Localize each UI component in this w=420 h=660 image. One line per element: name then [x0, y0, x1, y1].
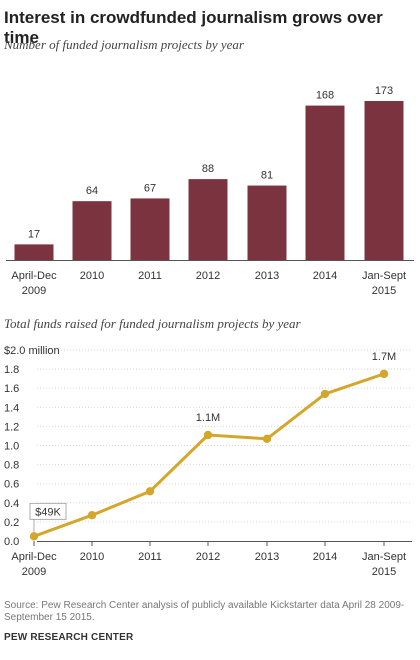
y-tick-label: 0.4: [4, 498, 19, 510]
bar-category-label: April-Dec: [11, 270, 57, 282]
line-annotation: 1.7M: [372, 351, 396, 363]
data-point: [262, 434, 272, 444]
bar-category-label: 2012: [196, 270, 220, 282]
bar: [188, 179, 228, 260]
bar-chart: 17 April-Dec 2009 64 2010 67 2011 88 2012 81 2013 1…: [6, 85, 414, 297]
bar-data-label: 173: [375, 85, 393, 97]
bar-category-label: 2013: [255, 270, 279, 282]
x-category-label: April-Dec: [11, 551, 57, 563]
bar: [14, 244, 54, 260]
y-tick-label: $2.0 million: [4, 345, 60, 357]
bar: [130, 198, 170, 260]
annotation-box: [29, 502, 67, 520]
y-tick-label: 1.6: [4, 383, 19, 395]
y-tick-label: 0.2: [4, 517, 19, 529]
line-annotation: $49K: [35, 506, 61, 518]
data-point: [145, 487, 155, 496]
chart-title: Interest in crowdfunded journalism grows…: [4, 8, 383, 47]
bar-data-label: 81: [261, 170, 273, 182]
x-category-label: 2009: [22, 566, 46, 578]
x-category-label: 2014: [313, 551, 337, 563]
line-annotation: 1.1M: [196, 412, 220, 424]
bar-category-label: 2014: [313, 270, 337, 282]
bar: [247, 185, 287, 260]
bar: [305, 105, 345, 261]
data-point: [379, 369, 389, 379]
bar-data-label: 64: [86, 185, 98, 197]
y-tick-label: 1.8: [4, 364, 19, 376]
bar: [72, 201, 112, 260]
bar-chart-subtitle: Number of funded journalism projects by …: [4, 37, 244, 52]
y-tick-label: 1.2: [4, 421, 19, 433]
bar-data-label: 67: [144, 182, 156, 194]
data-point: [87, 511, 97, 520]
data-point: [29, 532, 39, 541]
y-tick-label: 1.4: [4, 402, 19, 414]
x-category-label: Jan-Sept: [362, 551, 406, 563]
x-category-label: 2015: [372, 566, 396, 578]
y-tick-label: 1.0: [4, 441, 19, 453]
x-category-label: 2013: [255, 551, 279, 563]
x-category-label: 2010: [80, 551, 104, 563]
bar-category-label: 2009: [22, 285, 46, 297]
bar-category-label: Jan-Sept: [362, 270, 406, 282]
bar-data-label: 17: [28, 228, 40, 240]
y-tick-label: 0.8: [4, 460, 19, 472]
bar-category-label: 2011: [138, 270, 162, 282]
y-tick-label: 0.6: [4, 479, 19, 491]
bar: [364, 101, 404, 260]
bar-category-label: 2015: [372, 285, 396, 297]
data-point: [203, 430, 213, 440]
y-tick-label: 0.0: [4, 536, 19, 548]
x-category-label: 2012: [196, 551, 220, 563]
line-chart-subtitle: Total funds raised for funded journalism…: [4, 316, 301, 331]
x-category-label: 2011: [138, 551, 162, 563]
bar-category-label: 2010: [80, 270, 104, 282]
bar-data-label: 168: [316, 90, 334, 102]
data-point: [320, 389, 330, 399]
source-note: Source: Pew Research Center analysis of …: [4, 600, 405, 623]
line-chart: 0.0 0.2 0.4 0.6 0.8 1.0 1.2 1.4 1.6 1.8 $2.0 milli…: [4, 345, 412, 578]
series-line: [33, 372, 385, 538]
bar-data-label: 88: [202, 163, 214, 175]
organization-label: PEW RESEARCH CENTER: [4, 632, 134, 643]
